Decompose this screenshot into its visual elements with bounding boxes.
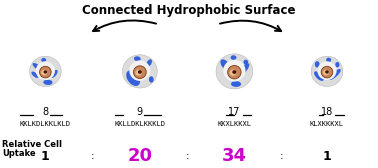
Text: 8: 8 [42, 107, 48, 117]
Ellipse shape [314, 71, 324, 81]
Ellipse shape [135, 70, 142, 76]
Ellipse shape [29, 56, 61, 87]
Text: Connected Hydrophobic Surface: Connected Hydrophobic Surface [82, 4, 296, 17]
Ellipse shape [311, 56, 343, 87]
Ellipse shape [133, 66, 146, 78]
Ellipse shape [51, 70, 58, 78]
Ellipse shape [317, 61, 337, 80]
Text: Relative Cell: Relative Cell [2, 140, 62, 149]
Text: :: : [280, 151, 284, 161]
Ellipse shape [36, 61, 55, 80]
Ellipse shape [231, 81, 241, 87]
Ellipse shape [126, 70, 140, 86]
Ellipse shape [138, 70, 142, 74]
Ellipse shape [229, 70, 237, 76]
Ellipse shape [31, 72, 39, 78]
Text: 34: 34 [222, 147, 247, 165]
Text: 20: 20 [127, 147, 152, 165]
Text: KLXKKKXL: KLXKKKXL [310, 121, 344, 127]
Ellipse shape [129, 60, 150, 81]
Text: 1: 1 [41, 150, 50, 163]
Ellipse shape [40, 66, 51, 78]
Text: KKXLKKXL: KKXLKKXL [217, 121, 251, 127]
Text: KKLLDKLKKKLD: KKLLDKLKKKLD [115, 121, 165, 127]
Ellipse shape [315, 61, 319, 68]
Ellipse shape [41, 58, 46, 62]
Ellipse shape [223, 60, 246, 81]
Ellipse shape [41, 70, 47, 75]
Text: Uptake: Uptake [2, 149, 36, 158]
Ellipse shape [231, 55, 237, 60]
Text: 1: 1 [322, 150, 332, 163]
Ellipse shape [321, 66, 333, 78]
Ellipse shape [243, 60, 248, 65]
Ellipse shape [232, 70, 236, 74]
Ellipse shape [220, 59, 230, 70]
Text: 9: 9 [137, 107, 143, 117]
Ellipse shape [228, 66, 241, 79]
Text: :: : [185, 151, 189, 161]
Ellipse shape [134, 56, 141, 61]
Ellipse shape [122, 55, 157, 88]
Ellipse shape [146, 59, 152, 67]
Ellipse shape [325, 70, 329, 74]
Text: 18: 18 [321, 107, 333, 117]
Ellipse shape [33, 63, 43, 71]
Ellipse shape [335, 62, 339, 67]
Text: :: : [91, 151, 94, 161]
Ellipse shape [329, 69, 341, 80]
Ellipse shape [238, 63, 249, 76]
Ellipse shape [323, 70, 329, 75]
Ellipse shape [43, 70, 47, 74]
Ellipse shape [149, 76, 153, 83]
Text: KKLKDLKKLKLD: KKLKDLKKLKLD [20, 121, 71, 127]
Ellipse shape [216, 54, 253, 89]
Ellipse shape [326, 58, 331, 62]
Ellipse shape [43, 80, 53, 85]
Text: 17: 17 [228, 107, 240, 117]
